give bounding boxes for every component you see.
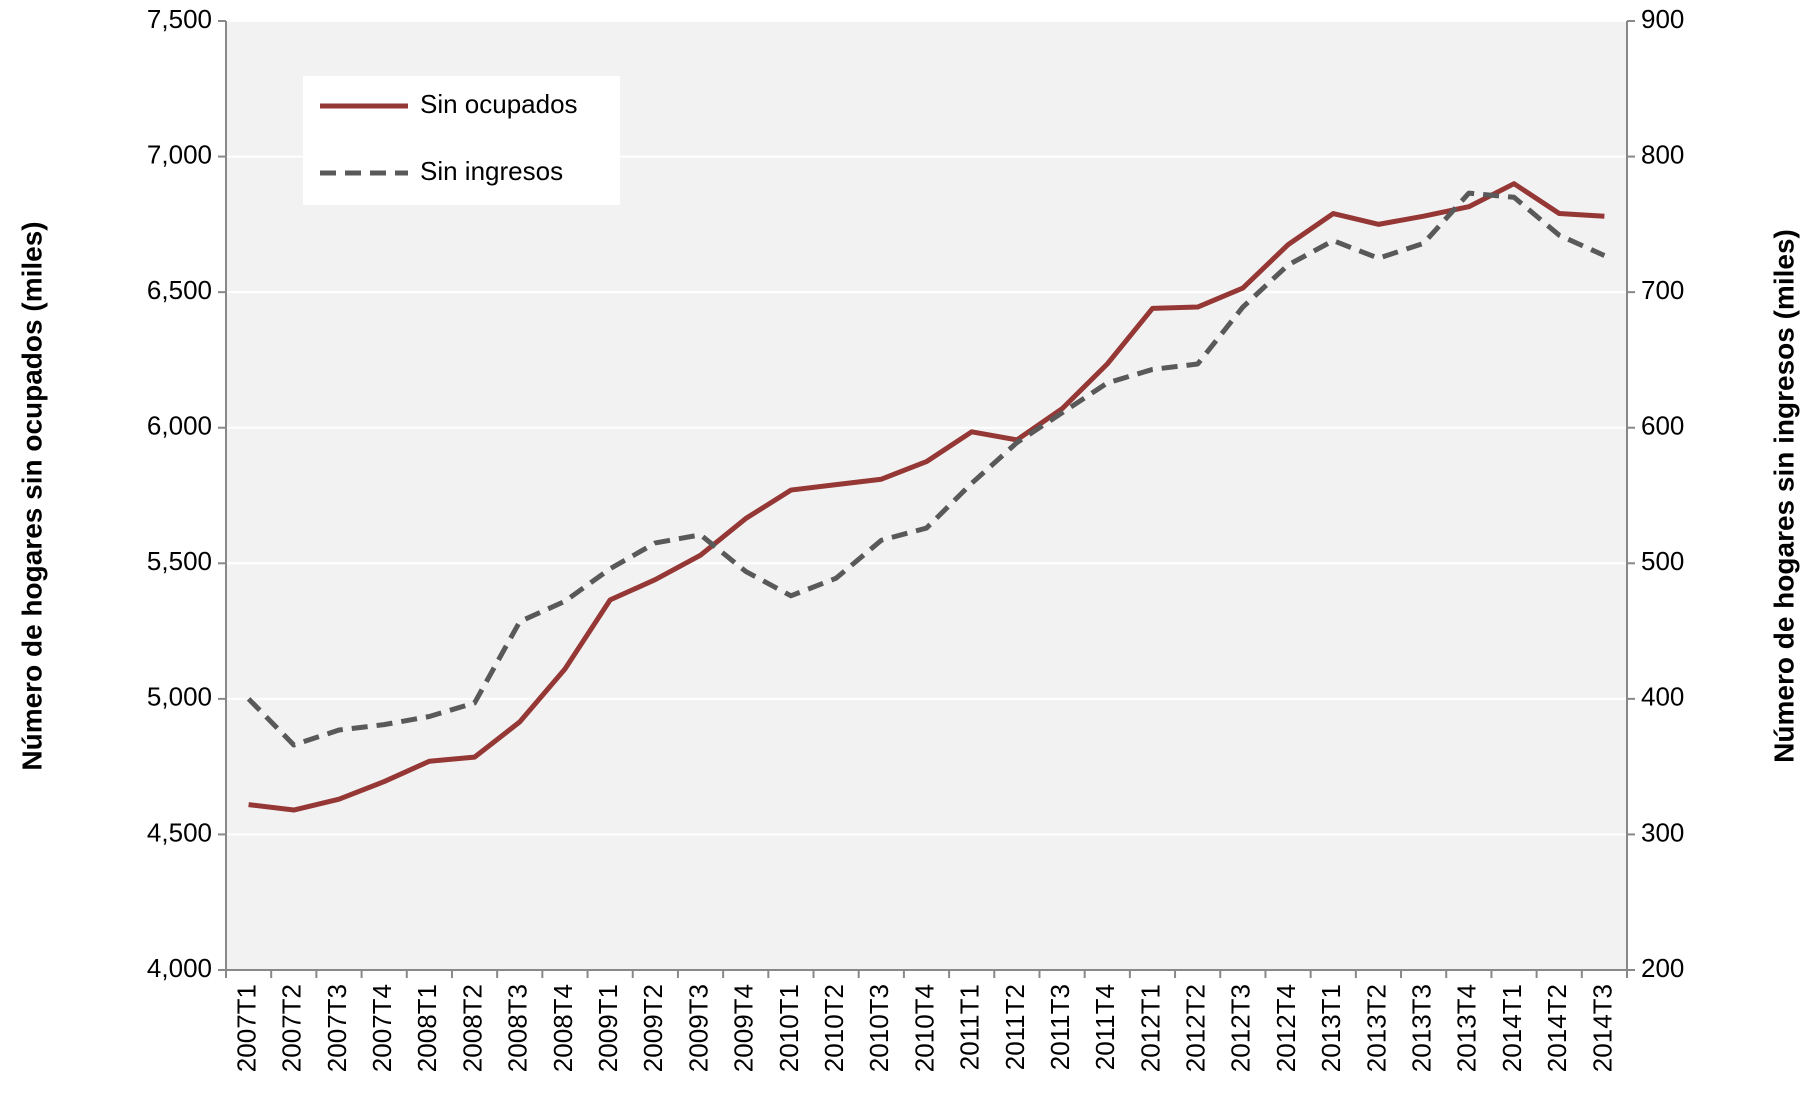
x-tick-label: 2012T4 [1271, 984, 1301, 1072]
legend-label: Sin ingresos [420, 156, 563, 186]
x-tick-label: 2009T3 [683, 984, 713, 1072]
y-tick-label: 5,000 [147, 682, 212, 712]
y-tick-label: 7,000 [147, 139, 212, 169]
x-tick-label: 2011T3 [1045, 984, 1075, 1070]
x-tick-label: 2010T3 [864, 984, 894, 1072]
x-tick-label: 2014T1 [1497, 984, 1527, 1072]
y2-tick-label: 200 [1641, 953, 1684, 983]
y2-tick-label: 600 [1641, 411, 1684, 441]
x-tick-label: 2007T1 [231, 984, 261, 1072]
series-line [248, 181, 1605, 813]
y2-tick-label: 800 [1641, 139, 1684, 169]
legend-label: Sin ocupados [420, 89, 578, 119]
x-tick-label: 2013T2 [1361, 984, 1391, 1072]
y-tick-label: 6,500 [147, 275, 212, 305]
x-tick-label: 2008T3 [503, 984, 533, 1072]
y-tick-label: 4,500 [147, 817, 212, 847]
y2-tick-label: 500 [1641, 546, 1684, 576]
y2-axis-title: Número de hogares sin ingresos (miles) [1768, 229, 1799, 763]
x-tick-label: 2007T3 [322, 984, 352, 1072]
series-line [246, 190, 1606, 748]
x-tick-label: 2013T1 [1316, 984, 1346, 1072]
x-tick-label: 2013T4 [1452, 984, 1482, 1072]
x-tick-label: 2011T2 [1000, 984, 1030, 1070]
y2-tick-label: 700 [1641, 275, 1684, 305]
y2-tick-label: 400 [1641, 682, 1684, 712]
y-tick-label: 6,000 [147, 411, 212, 441]
x-tick-label: 2010T2 [819, 984, 849, 1072]
y-tick-label: 5,500 [147, 546, 212, 576]
x-tick-label: 2008T1 [412, 984, 442, 1072]
x-tick-label: 2013T3 [1407, 984, 1437, 1072]
x-tick-label: 2009T2 [638, 984, 668, 1072]
x-tick-label: 2011T1 [955, 984, 985, 1070]
legend-box [303, 76, 620, 205]
y2-tick-label: 300 [1641, 817, 1684, 847]
x-tick-label: 2011T4 [1090, 984, 1120, 1070]
x-tick-label: 2007T4 [367, 984, 397, 1072]
y-tick-label: 4,000 [147, 953, 212, 983]
x-tick-label: 2008T4 [548, 984, 578, 1072]
y-tick-label: 7,500 [147, 4, 212, 34]
x-tick-label: 2009T4 [729, 984, 759, 1072]
x-tick-label: 2010T4 [909, 984, 939, 1072]
x-tick-label: 2007T2 [277, 984, 307, 1072]
y2-tick-label: 900 [1641, 4, 1684, 34]
x-tick-label: 2010T1 [774, 984, 804, 1072]
x-tick-label: 2014T3 [1587, 984, 1617, 1072]
x-tick-label: 2012T3 [1226, 984, 1256, 1072]
x-tick-label: 2008T2 [457, 984, 487, 1072]
x-tick-label: 2014T2 [1542, 984, 1572, 1072]
x-tick-label: 2009T1 [593, 984, 623, 1072]
x-tick-label: 2012T1 [1135, 984, 1165, 1072]
x-tick-label: 2012T2 [1181, 984, 1211, 1072]
y-axis-title: Número de hogares sin ocupados (miles) [16, 221, 47, 770]
